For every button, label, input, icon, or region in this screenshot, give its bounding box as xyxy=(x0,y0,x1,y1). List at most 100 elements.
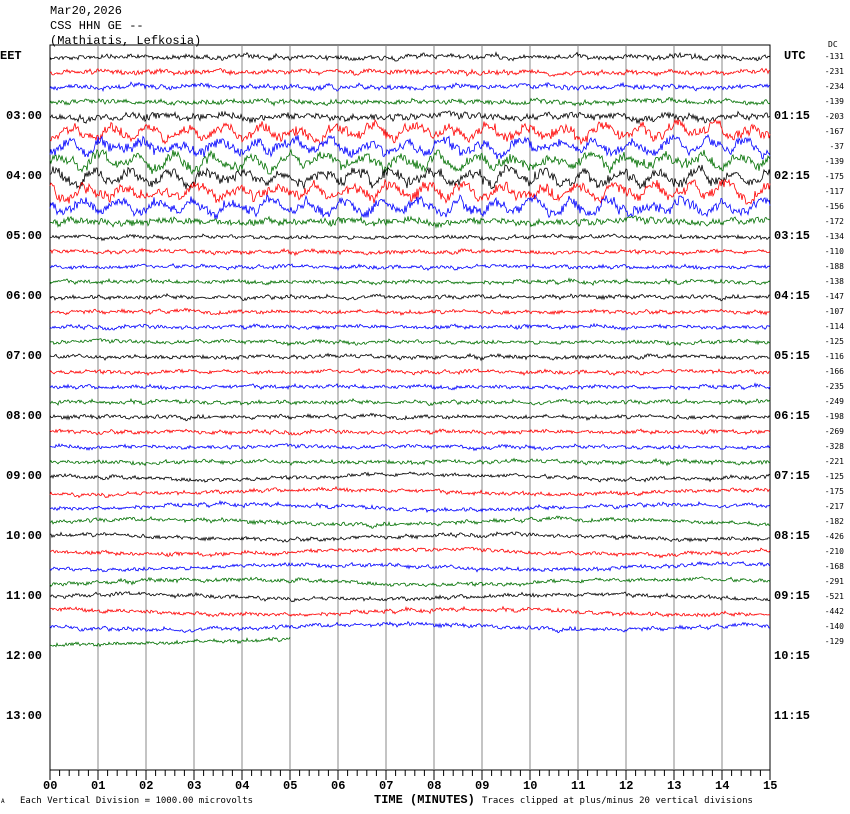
left-hour-label: 09:00 xyxy=(6,469,43,483)
dc-offset-label: -442 xyxy=(824,607,844,616)
x-tick-label: 15 xyxy=(763,779,778,793)
x-tick-label: 03 xyxy=(187,779,202,793)
left-hour-label: 06:00 xyxy=(6,289,43,303)
station-label: CSS HHN GE -- xyxy=(50,19,144,33)
dc-offset-label: -156 xyxy=(824,202,844,211)
dc-offset-label: -37 xyxy=(829,142,844,151)
trace-row xyxy=(49,620,771,634)
trace-row xyxy=(49,193,771,220)
trace-row xyxy=(49,428,771,436)
dc-offset-label: -168 xyxy=(824,562,844,571)
plot-frame xyxy=(49,44,771,771)
trace-row xyxy=(49,178,771,205)
right-hour-label: 10:15 xyxy=(774,649,811,663)
trace-row xyxy=(49,368,770,377)
right-hour-label: 11:15 xyxy=(774,709,811,723)
trace-row xyxy=(49,215,771,229)
trace-row xyxy=(49,263,771,272)
left-hour-label: 08:00 xyxy=(6,409,43,423)
dc-offset-label: -269 xyxy=(824,427,844,436)
dc-offset-label: -188 xyxy=(824,262,844,271)
dc-offset-label: -198 xyxy=(824,412,844,421)
x-tick-label: 01 xyxy=(91,779,106,793)
trace-row xyxy=(49,457,771,467)
x-tick-label: 07 xyxy=(379,779,394,793)
trace-row xyxy=(49,485,771,499)
dc-offset-label: -210 xyxy=(824,547,844,556)
dc-offset-label: -172 xyxy=(824,217,844,226)
trace-row xyxy=(49,398,771,407)
trace-row xyxy=(49,164,771,191)
trace-row xyxy=(49,560,771,573)
dc-offset-label: -231 xyxy=(824,67,844,76)
trace-row xyxy=(49,471,771,483)
right-hour-label: 09:15 xyxy=(774,589,811,603)
trace-row xyxy=(49,118,771,146)
trace-row xyxy=(49,233,771,242)
dc-offset-label: -131 xyxy=(824,52,844,61)
dc-offset-label: -117 xyxy=(824,187,844,196)
dc-offset-label: -107 xyxy=(824,307,844,316)
left-hour-label: 12:00 xyxy=(6,649,43,663)
dc-offset-label: -235 xyxy=(824,382,844,391)
dc-offset-label: -147 xyxy=(824,292,844,301)
left-hour-label: 13:00 xyxy=(6,709,43,723)
left-hour-label: 11:00 xyxy=(6,589,43,603)
trace-row xyxy=(49,81,771,93)
dc-offset-label: -167 xyxy=(824,127,844,136)
date-label: Mar20,2026 xyxy=(50,4,123,18)
trace-row xyxy=(49,576,771,588)
trace-row xyxy=(49,51,771,62)
trace-row xyxy=(49,352,771,362)
x-tick-label: 02 xyxy=(139,779,154,793)
dc-offset-label: -134 xyxy=(824,232,844,241)
dc-offset-label: -217 xyxy=(824,502,844,511)
dc-label: DC xyxy=(828,40,838,49)
x-tick-label: 12 xyxy=(619,779,634,793)
x-tick-label: 08 xyxy=(427,779,442,793)
trace-row xyxy=(49,322,771,331)
right-timezone: UTC xyxy=(784,49,806,63)
right-hour-label: 05:15 xyxy=(774,349,811,363)
dc-offset-label: -291 xyxy=(824,577,844,586)
trace-row xyxy=(49,293,771,302)
x-tick-label: 06 xyxy=(331,779,346,793)
trace-row xyxy=(49,382,771,391)
trace-row xyxy=(49,148,771,175)
scale-note: Each Vertical Division = 1000.00 microvo… xyxy=(20,796,253,806)
clip-note: Traces clipped at plus/minus 20 vertical… xyxy=(482,796,753,806)
trace-row xyxy=(49,110,771,125)
corner-mark: A xyxy=(1,798,5,805)
trace-row xyxy=(50,531,771,543)
trace-row xyxy=(49,338,771,347)
dc-offset-label: -114 xyxy=(824,322,844,331)
dc-offset-label: -129 xyxy=(824,637,844,646)
dc-offset-label: -175 xyxy=(824,172,844,181)
x-axis-label: TIME (MINUTES) xyxy=(374,793,475,807)
dc-offset-label: -234 xyxy=(824,82,844,91)
dc-offset-label: -125 xyxy=(824,337,844,346)
dc-offset-label: -426 xyxy=(824,532,844,541)
x-tick-label: 05 xyxy=(283,779,298,793)
x-tick-label: 13 xyxy=(667,779,682,793)
x-tick-label: 10 xyxy=(523,779,538,793)
x-tick-label: 04 xyxy=(235,779,250,793)
trace-row xyxy=(50,442,771,452)
left-hour-label: 04:00 xyxy=(6,169,43,183)
right-hour-label: 01:15 xyxy=(774,109,811,123)
dc-offset-label: -328 xyxy=(824,442,844,451)
trace-row xyxy=(49,277,771,287)
right-hour-label: 06:15 xyxy=(774,409,811,423)
right-hour-label: 03:15 xyxy=(774,229,811,243)
left-hour-label: 07:00 xyxy=(6,349,43,363)
x-tick-label: 14 xyxy=(715,779,730,793)
trace-row xyxy=(49,96,771,107)
right-hour-label: 02:15 xyxy=(774,169,811,183)
trace-row xyxy=(49,546,771,559)
left-hour-label: 05:00 xyxy=(6,229,43,243)
dc-offset-label: -110 xyxy=(824,247,844,256)
dc-offset-label: -203 xyxy=(824,112,844,121)
trace-row xyxy=(49,499,771,513)
dc-offset-label: -221 xyxy=(824,457,844,466)
